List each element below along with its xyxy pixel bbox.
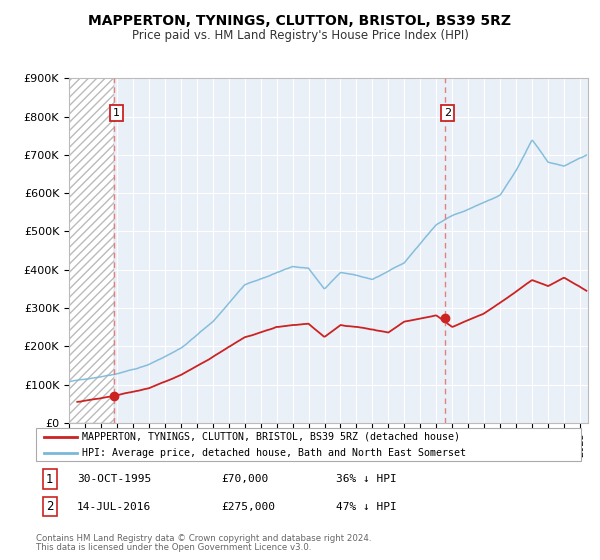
Text: 47% ↓ HPI: 47% ↓ HPI xyxy=(337,502,397,511)
Text: 30-OCT-1995: 30-OCT-1995 xyxy=(77,474,151,484)
Text: 2: 2 xyxy=(46,500,53,513)
Bar xyxy=(69,78,114,423)
Text: MAPPERTON, TYNINGS, CLUTTON, BRISTOL, BS39 5RZ (detached house): MAPPERTON, TYNINGS, CLUTTON, BRISTOL, BS… xyxy=(82,432,460,442)
Text: Price paid vs. HM Land Registry's House Price Index (HPI): Price paid vs. HM Land Registry's House … xyxy=(131,29,469,42)
Text: 2: 2 xyxy=(444,108,451,118)
Text: This data is licensed under the Open Government Licence v3.0.: This data is licensed under the Open Gov… xyxy=(36,543,311,552)
Text: Contains HM Land Registry data © Crown copyright and database right 2024.: Contains HM Land Registry data © Crown c… xyxy=(36,534,371,543)
Text: 1: 1 xyxy=(113,108,120,118)
Text: 14-JUL-2016: 14-JUL-2016 xyxy=(77,502,151,511)
Text: MAPPERTON, TYNINGS, CLUTTON, BRISTOL, BS39 5RZ: MAPPERTON, TYNINGS, CLUTTON, BRISTOL, BS… xyxy=(89,14,511,28)
Text: £70,000: £70,000 xyxy=(221,474,269,484)
Text: 36% ↓ HPI: 36% ↓ HPI xyxy=(337,474,397,484)
FancyBboxPatch shape xyxy=(36,428,581,461)
Text: £275,000: £275,000 xyxy=(221,502,275,511)
Text: 1: 1 xyxy=(46,473,53,486)
Text: HPI: Average price, detached house, Bath and North East Somerset: HPI: Average price, detached house, Bath… xyxy=(82,449,466,458)
